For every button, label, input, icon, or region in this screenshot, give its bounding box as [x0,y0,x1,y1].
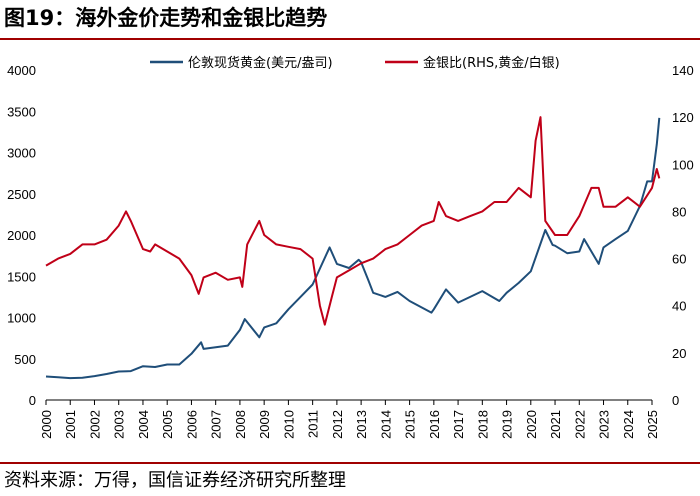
left-tick-label: 3500 [7,104,36,119]
x-tick-label: 2022 [572,410,587,439]
figure-title: 图19：海外金价走势和金银比趋势 [4,6,328,30]
legend: 伦敦现货黄金(美元/盎司) 金银比(RHS,黄金/白银) [150,55,560,71]
x-tick-label: 2012 [330,410,345,439]
right-tick-label: 60 [672,252,686,267]
left-tick-label: 1500 [7,269,36,284]
left-tick-label: 3000 [7,146,36,161]
x-tick-label: 2016 [427,410,442,439]
right-tick-label: 100 [672,157,694,172]
left-axis: 0 500 1000 1500 2000 2500 3000 3500 4000 [7,63,36,408]
legend-label-ratio: 金银比(RHS,黄金/白银) [423,55,560,71]
gold-price-line [45,117,661,380]
x-tick-label: 2001 [63,410,78,439]
source-rule [0,462,700,464]
x-tick-label: 2008 [233,410,248,439]
right-tick-label: 120 [672,110,694,125]
source-note: 资料来源：万得，国信证券经济研究所整理 [4,470,346,491]
x-tick-label: 2017 [451,410,466,439]
left-tick-label: 0 [29,393,36,408]
right-tick-label: 40 [672,299,686,314]
left-tick-label: 500 [14,352,36,367]
left-tick-label: 2000 [7,228,36,243]
x-tick-label: 2005 [160,410,175,439]
x-tick-label: 2000 [39,410,54,439]
x-tick-label: 2013 [354,410,369,439]
right-axis: 0 20 40 60 80 100 120 140 [672,63,694,408]
x-axis: 2000 2001 2002 2003 2004 2005 2006 2007 2008 2009… [39,399,660,439]
right-tick-label: 0 [672,393,679,408]
x-tick-label: 2023 [597,410,612,439]
legend-label-gold: 伦敦现货黄金(美元/盎司) [188,55,333,71]
x-tick-label: 2024 [621,410,636,439]
x-tick-label: 2002 [87,410,102,439]
right-tick-label: 80 [672,204,686,219]
x-tick-label: 2018 [475,410,490,439]
series-group [45,116,661,380]
x-tick-label: 2007 [209,410,224,439]
left-tick-label: 2500 [7,187,36,202]
left-tick-label: 1000 [7,311,36,326]
right-tick-label: 140 [672,63,694,78]
x-tick-label: 2020 [524,410,539,439]
gold-silver-ratio-line [45,116,661,326]
x-tick-label: 2003 [112,410,127,439]
x-tick-label: 2009 [257,410,272,439]
right-tick-label: 20 [672,346,686,361]
x-tick-label: 2021 [548,410,563,439]
title-rule [0,38,700,40]
x-tick-label: 2015 [403,410,418,439]
x-tick-label: 2011 [306,410,321,438]
x-tick-label: 2014 [378,410,393,439]
x-tick-label: 2004 [136,410,151,439]
x-tick-label: 2025 [645,410,660,439]
x-tick-label: 2010 [281,410,296,439]
x-tick-label: 2006 [184,410,199,439]
left-tick-label: 4000 [7,63,36,78]
x-tick-label: 2019 [500,410,515,439]
